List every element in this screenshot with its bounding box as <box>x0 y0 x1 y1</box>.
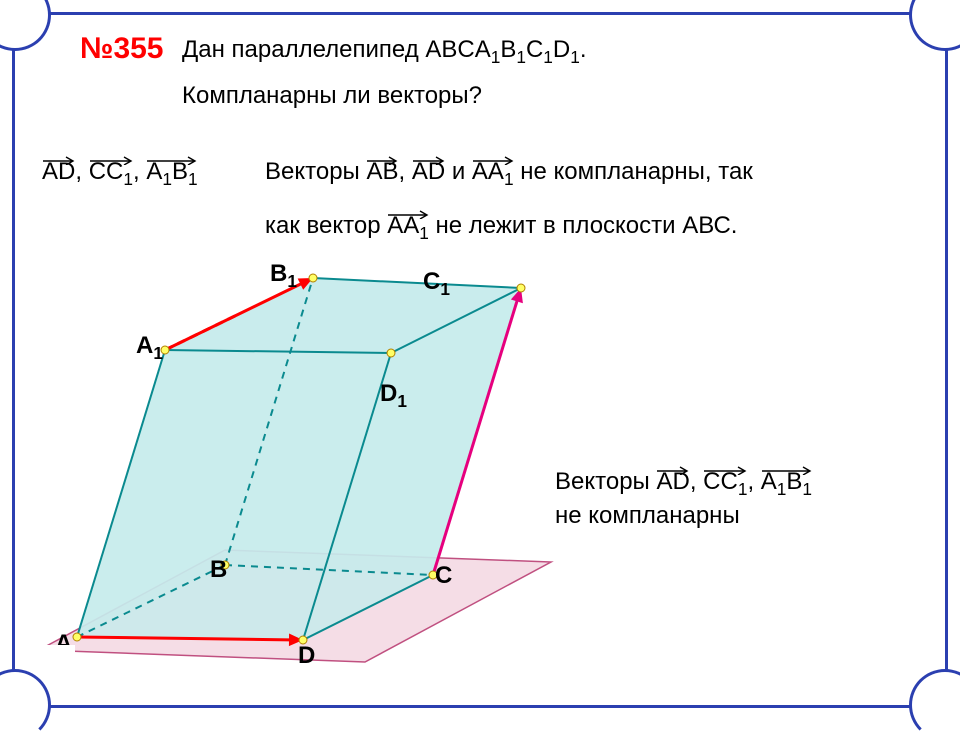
sub: 1 <box>123 169 133 189</box>
text: B <box>500 36 516 63</box>
sub: 1 <box>516 47 526 67</box>
text: , <box>690 468 703 495</box>
sub: 1 <box>162 169 172 189</box>
title-line-1: Дан параллелепипед ABCA1B1C1D1. <box>182 36 587 68</box>
vertex-label-b1: B1 <box>270 260 297 292</box>
vertex-label-c1: C1 <box>423 268 450 300</box>
sub: 1 <box>570 47 580 67</box>
text: D <box>553 36 570 63</box>
vector-ad: AD <box>42 158 75 186</box>
vec-label: CC <box>703 468 738 495</box>
text: как вектор <box>265 212 387 239</box>
sub: 1 <box>419 223 429 243</box>
explanation-line-2: как вектор AA1 не лежит в плоскости АВС. <box>265 212 737 244</box>
title-line-2: Компланарны ли векторы? <box>182 82 482 110</box>
vector-cc1: CC1 <box>703 468 747 500</box>
explanation-line-1: Векторы AB, AD и AA1 не компланарны, так <box>265 158 753 190</box>
vector-cc1: CC1 <box>89 158 133 190</box>
vec-label: AD <box>42 158 75 185</box>
conclusion-line-1: Векторы AD, CC1, A1B1 <box>555 468 812 500</box>
vector-ad: AD <box>656 468 689 496</box>
vertex-label-d1: D1 <box>380 380 407 412</box>
vector-a1b1: A1B1 <box>146 158 197 190</box>
sep: , <box>75 158 88 185</box>
sub: 1 <box>188 169 198 189</box>
sep: , <box>133 158 146 185</box>
vector-ab: AB <box>366 158 398 186</box>
text: C <box>526 36 543 63</box>
vec-label: AD <box>656 468 689 495</box>
sub: 1 <box>777 479 787 499</box>
vector-a1b1: A1B1 <box>761 468 812 500</box>
sub: 1 <box>504 169 514 189</box>
vertex-label-a1: A1 <box>136 332 163 364</box>
problem-number: №355 <box>80 32 164 66</box>
vertex-label-c: C <box>435 562 452 590</box>
sub: 1 <box>802 479 812 499</box>
vector-aa1: AA1 <box>472 158 514 190</box>
vec-label: AB <box>366 158 398 185</box>
sub: 1 <box>543 47 553 67</box>
parallelepiped-diagram <box>35 250 555 690</box>
vec-label: CC <box>89 158 124 185</box>
given-vectors: AD, CC1, A1B1 <box>42 158 198 190</box>
text: , <box>398 158 411 185</box>
text: не лежит в плоскости АВС. <box>429 212 738 239</box>
vertex-label-b: B <box>210 556 227 584</box>
conclusion-line-2: не компланарны <box>555 502 740 530</box>
text: не компланарны, так <box>514 158 753 185</box>
vec-label: AA <box>387 212 419 239</box>
text: . <box>580 36 587 63</box>
vector-ad: AD <box>412 158 445 186</box>
vertex-label-d: D <box>298 642 315 670</box>
vec-label: A <box>761 468 777 495</box>
vec-label: B <box>172 158 188 185</box>
vec-label: AD <box>412 158 445 185</box>
sub: 1 <box>491 47 501 67</box>
text: Векторы <box>555 468 656 495</box>
vec-label: B <box>786 468 802 495</box>
text: Векторы <box>265 158 366 185</box>
sub: 1 <box>738 479 748 499</box>
text: и <box>445 158 472 185</box>
vector-aa1: AA1 <box>387 212 429 244</box>
text: Дан параллелепипед ABCA <box>182 36 491 63</box>
text: , <box>747 468 760 495</box>
vec-label: A <box>146 158 162 185</box>
vec-label: AA <box>472 158 504 185</box>
